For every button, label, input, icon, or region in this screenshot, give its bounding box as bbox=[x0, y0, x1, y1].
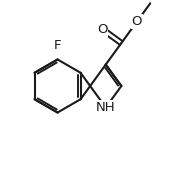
Text: NH: NH bbox=[96, 101, 116, 114]
Text: O: O bbox=[97, 23, 107, 36]
Text: F: F bbox=[54, 39, 61, 52]
Text: O: O bbox=[132, 15, 142, 28]
